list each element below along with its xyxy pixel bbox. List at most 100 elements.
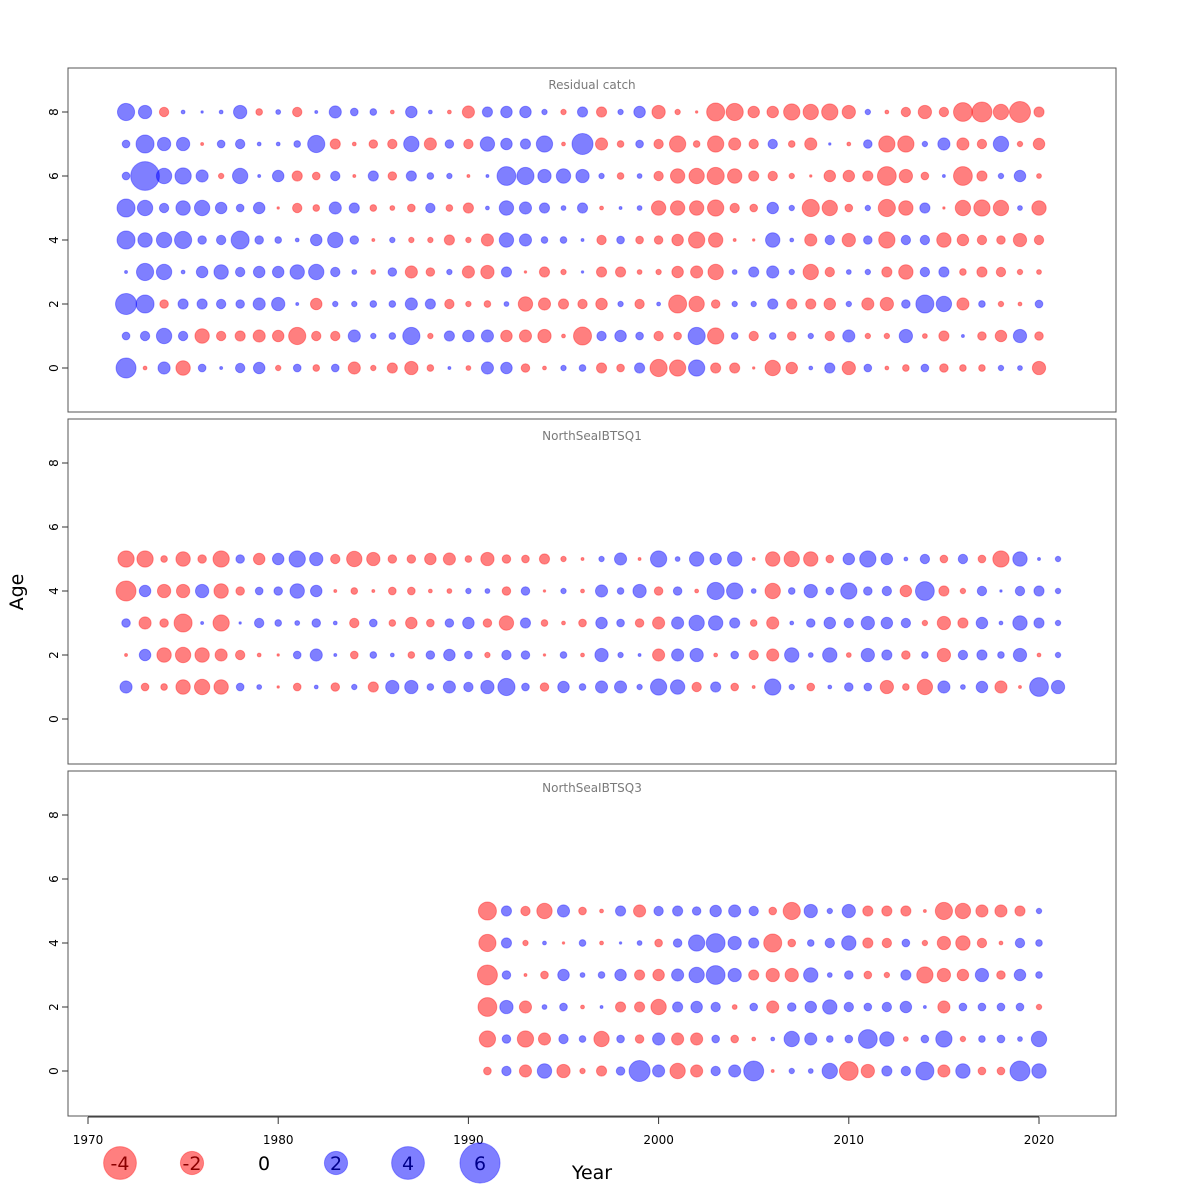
bubble	[371, 238, 376, 242]
bubble	[749, 1002, 759, 1012]
bubble	[174, 167, 192, 185]
bubble	[616, 140, 625, 148]
bubble	[710, 1001, 721, 1013]
bubble	[578, 683, 587, 691]
bubble	[900, 905, 912, 917]
bubble	[1012, 232, 1028, 248]
panel: NorthSeaIBTSQ1 0 2 4 6 8	[47, 418, 1117, 765]
y-tick-label: 2	[47, 1003, 61, 1011]
bubble	[175, 679, 191, 695]
bubble	[919, 266, 931, 278]
bubble	[649, 358, 668, 378]
bubble	[690, 1032, 704, 1046]
bubble	[881, 937, 893, 949]
bubble	[233, 104, 248, 120]
bubble	[694, 110, 699, 114]
y-axis-label: Age	[6, 574, 28, 611]
bubble	[293, 140, 302, 148]
bubble	[786, 298, 798, 310]
bubble	[748, 330, 759, 342]
bubble	[881, 585, 893, 597]
bubble	[121, 171, 131, 181]
bubble	[726, 551, 743, 567]
bubble	[668, 359, 687, 377]
bubble	[783, 103, 801, 121]
bubble	[672, 938, 683, 948]
bubble	[938, 266, 950, 278]
bubble	[864, 332, 872, 340]
bubble	[159, 299, 169, 309]
bubble	[257, 174, 262, 178]
y-tick-label: 6	[47, 875, 61, 883]
bubble	[765, 551, 781, 567]
bubble	[1033, 234, 1045, 246]
bubble	[556, 1063, 571, 1079]
bubble	[235, 554, 245, 564]
bubble	[635, 139, 644, 149]
bubble	[996, 1002, 1006, 1012]
bubble	[560, 268, 567, 276]
bubble	[234, 266, 246, 278]
bubble	[764, 359, 781, 377]
bubble	[389, 109, 395, 115]
bubble	[309, 551, 324, 567]
bubble	[424, 552, 437, 566]
bubble	[650, 998, 667, 1016]
bubble	[767, 170, 778, 182]
bubble	[135, 262, 155, 282]
bubble	[426, 683, 435, 691]
bubble	[653, 586, 664, 596]
bubble	[173, 613, 193, 633]
bubble	[156, 647, 172, 663]
bubble	[289, 264, 305, 280]
panel-title: Residual catch	[548, 78, 635, 92]
bubble	[828, 142, 832, 146]
bubble	[292, 363, 302, 373]
bubble	[654, 938, 663, 948]
bubble	[921, 939, 929, 947]
bubble	[838, 1061, 859, 1081]
bubble	[594, 584, 609, 598]
bubble	[555, 168, 572, 184]
bubble	[518, 329, 533, 343]
bubble	[594, 647, 609, 663]
bubble	[901, 650, 911, 660]
bubble	[136, 550, 154, 568]
bubble	[978, 1035, 986, 1043]
bubble	[902, 683, 910, 691]
bubble	[501, 554, 512, 564]
bubble	[217, 172, 225, 180]
bubble	[276, 653, 280, 657]
bubble	[668, 294, 688, 314]
bubble	[599, 908, 604, 914]
bubble	[976, 649, 988, 661]
bubble	[650, 200, 667, 216]
bubble	[976, 266, 988, 278]
bubble	[542, 589, 547, 593]
bubble	[725, 102, 744, 122]
bubble	[975, 616, 989, 630]
bubble	[936, 232, 952, 248]
bubble	[346, 550, 363, 568]
bubble	[751, 557, 756, 561]
bubble	[274, 236, 283, 244]
legend-bubble	[103, 1146, 137, 1180]
bubble	[462, 202, 474, 214]
bubble	[538, 202, 551, 214]
bubble	[688, 200, 705, 216]
bubble	[841, 104, 856, 120]
bubble	[538, 266, 551, 278]
bubble	[671, 265, 684, 279]
bubble	[1054, 651, 1062, 659]
bubble	[537, 297, 552, 311]
bubble	[174, 646, 192, 664]
bubble	[215, 234, 227, 246]
bubble	[425, 650, 436, 660]
bubble	[821, 199, 838, 217]
bubble	[766, 105, 779, 119]
bubble	[235, 682, 245, 692]
bubble	[522, 939, 529, 947]
bubble	[994, 904, 1008, 918]
bubble	[275, 141, 281, 147]
bubble	[844, 682, 854, 692]
